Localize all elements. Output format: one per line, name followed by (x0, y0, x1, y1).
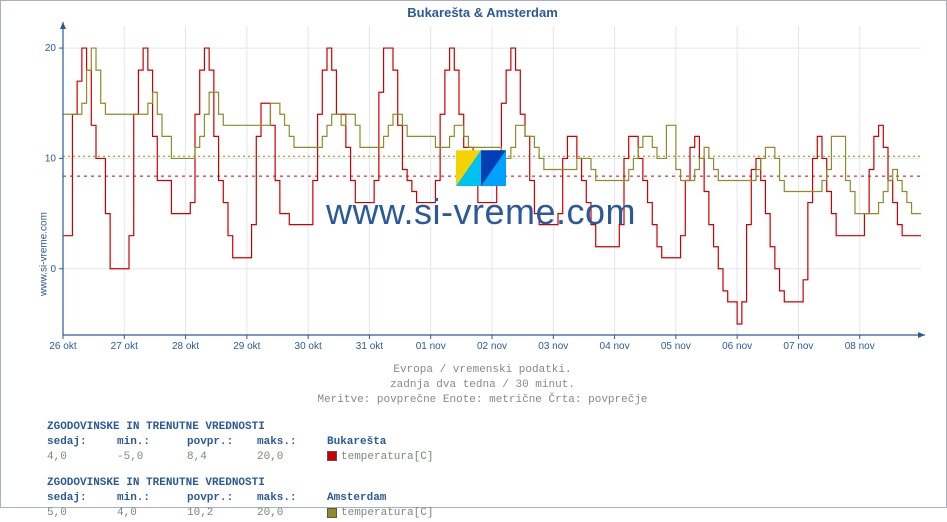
stats-value-row: 4,0-5,08,420,0 temperatura[C] (47, 450, 942, 465)
series-swatch-wrap: temperatura[C] (327, 450, 433, 465)
stats-city: Bukarešta (327, 435, 386, 450)
svg-text:06 nov: 06 nov (722, 341, 752, 352)
stats-val: 4,0 (47, 450, 117, 465)
svg-text:29 okt: 29 okt (233, 341, 260, 352)
svg-text:08 nov: 08 nov (845, 341, 875, 352)
swatch-icon (327, 508, 337, 518)
series-label: temperatura[C] (341, 507, 433, 519)
stats-val: 20,0 (257, 506, 327, 521)
stats-val: 5,0 (47, 506, 117, 521)
stats-hdr: maks.: (257, 491, 327, 506)
stats-hdr: min.: (117, 491, 187, 506)
stats-title: ZGODOVINSKE IN TRENUTNE VREDNOSTI (47, 420, 942, 435)
stats-hdr: maks.: (257, 435, 327, 450)
plot-wrap: 26 okt 27 okt 28 okt 29 okt 30 okt 31 okt 01 n… (31, 22, 931, 357)
stats-hdr: sedaj: (47, 491, 117, 506)
stats-hdr: povpr.: (187, 435, 257, 450)
stats-value-row: 5,04,010,220,0 temperatura[C] (47, 506, 942, 521)
series-swatch-wrap: temperatura[C] (327, 506, 433, 521)
svg-text:26 okt: 26 okt (49, 341, 76, 352)
svg-text:05 nov: 05 nov (661, 341, 691, 352)
chart-card: www.si-vreme.com Bukarešta & Amsterdam 2… (0, 0, 947, 508)
subtext-line-2: zadnja dva tedna / 30 minut. (23, 378, 942, 393)
svg-text:27 okt: 27 okt (111, 341, 138, 352)
svg-text:10: 10 (45, 153, 57, 164)
stats-hdr: min.: (117, 435, 187, 450)
svg-text:28 okt: 28 okt (172, 341, 199, 352)
svg-text:31 okt: 31 okt (356, 341, 383, 352)
svg-text:02 nov: 02 nov (477, 341, 507, 352)
svg-text:30 okt: 30 okt (295, 341, 322, 352)
stats-val: 8,4 (187, 450, 257, 465)
svg-text:07 nov: 07 nov (783, 341, 813, 352)
svg-text:0: 0 (50, 264, 56, 275)
subtext-line-1: Evropa / vremenski podatki. (23, 363, 942, 378)
subtext-line-3: Meritve: povprečne Enote: metrične Črta:… (23, 393, 942, 408)
stats-val: -5,0 (117, 450, 187, 465)
stats-header-row: sedaj:min.:povpr.:maks.:Amsterdam (47, 491, 942, 506)
stats-header-row: sedaj:min.:povpr.:maks.:Bukarešta (47, 435, 942, 450)
svg-text:20: 20 (45, 43, 57, 54)
svg-text:04 nov: 04 nov (600, 341, 630, 352)
stats-title: ZGODOVINSKE IN TRENUTNE VREDNOSTI (47, 476, 942, 491)
svg-text:01 nov: 01 nov (416, 341, 446, 352)
stats-val: 4,0 (117, 506, 187, 521)
stats-hdr: sedaj: (47, 435, 117, 450)
chart-svg: 26 okt 27 okt 28 okt 29 okt 30 okt 31 okt 01 n… (31, 22, 931, 357)
swatch-icon (327, 451, 337, 461)
stats-block: ZGODOVINSKE IN TRENUTNE VREDNOSTIsedaj:m… (47, 420, 942, 466)
stats-hdr: povpr.: (187, 491, 257, 506)
chart-title: Bukarešta & Amsterdam (23, 5, 942, 20)
svg-text:03 nov: 03 nov (538, 341, 568, 352)
stats-val: 20,0 (257, 450, 327, 465)
stats-block: ZGODOVINSKE IN TRENUTNE VREDNOSTIsedaj:m… (47, 476, 942, 522)
chart-subtext: Evropa / vremenski podatki. zadnja dva t… (23, 363, 942, 408)
series-label: temperatura[C] (341, 451, 433, 463)
stats-city: Amsterdam (327, 491, 386, 506)
stats-val: 10,2 (187, 506, 257, 521)
